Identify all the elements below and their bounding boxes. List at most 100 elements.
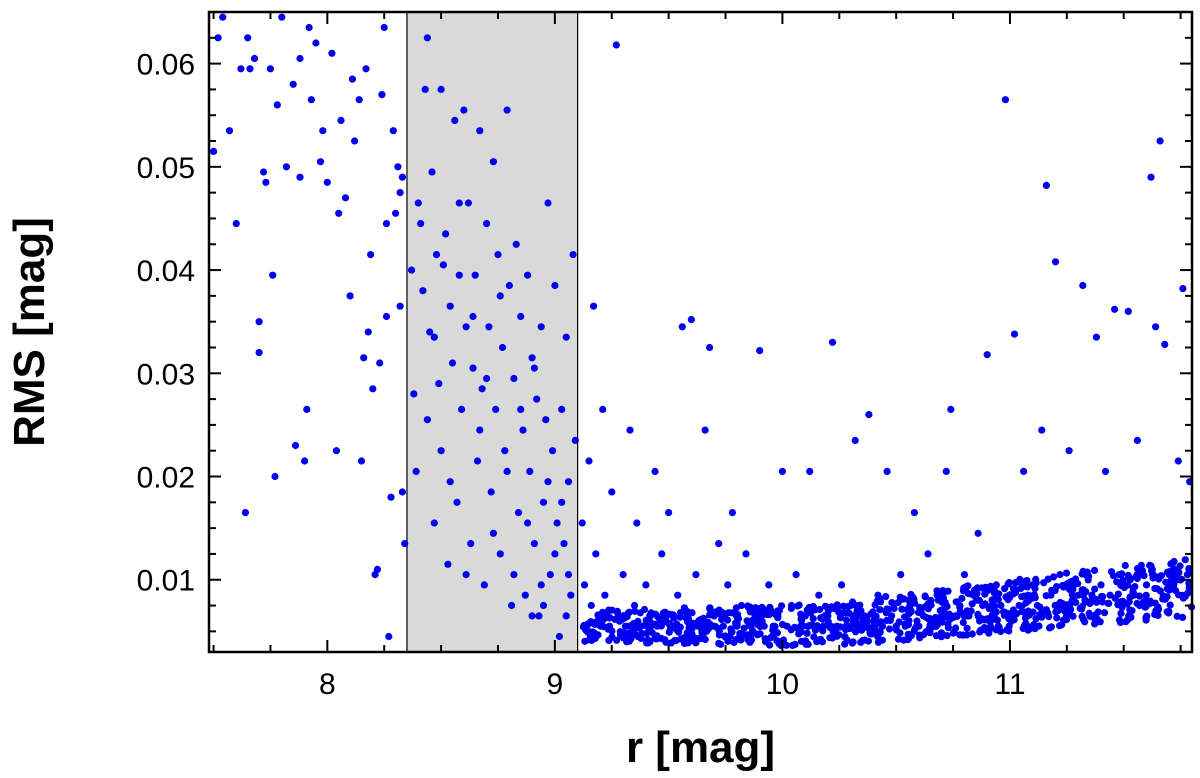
data-point [1032,615,1040,623]
data-point [1005,579,1013,587]
data-point [638,629,646,638]
data-point [328,49,336,57]
data-point [362,65,370,73]
data-point [848,639,857,647]
data-point [1151,584,1159,593]
data-point [877,598,885,606]
data-point [471,271,479,279]
data-point [392,209,400,217]
y-tick-label: 0.01 [137,565,195,598]
data-point [590,302,598,310]
data-point [1068,591,1076,599]
data-point [382,220,391,228]
x-axis-title: r [mag] [626,723,775,772]
data-point [1038,426,1046,434]
data-point [851,601,859,609]
data-point [747,636,756,644]
data-point [952,624,960,632]
data-point [376,359,384,367]
data-point [521,591,529,599]
data-point [674,591,682,599]
data-point [528,612,536,620]
data-point [564,478,573,486]
data-point [369,385,377,393]
data-point [419,287,427,295]
data-point [863,613,871,621]
data-point [1069,612,1077,620]
data-point [631,607,639,615]
data-point [1124,307,1132,315]
data-point [958,594,966,603]
data-point [657,634,665,643]
data-point [630,601,639,610]
data-point [1079,281,1087,290]
data-point [1069,596,1078,604]
data-point [1019,624,1027,633]
data-point [802,640,810,648]
data-point [348,75,356,83]
x-tick-label: 9 [547,668,564,701]
data-point [225,127,234,135]
data-point [1012,588,1020,597]
data-point [480,581,488,589]
data-point [694,622,702,630]
data-point [1092,611,1100,619]
data-point [492,405,500,413]
data-point [726,632,734,640]
data-point [232,220,240,228]
data-point [1119,576,1127,585]
data-point [303,405,311,413]
data-point [210,147,218,155]
data-point [378,91,386,99]
data-point [956,631,964,639]
data-point [732,604,741,612]
axis-tick-labels: 8 9 10 11 0.01 0.02 0.03 0.04 0.05 0.06 [137,49,1026,701]
data-point [1083,568,1091,576]
data-point [1046,624,1054,632]
data-point [524,519,532,527]
data-point [430,333,438,341]
data-point [448,359,457,367]
data-point [956,608,964,616]
data-point [426,328,434,336]
data-point [732,622,741,630]
data-point [514,508,523,517]
data-point [446,478,454,486]
data-point [782,641,791,649]
scatter-points [210,13,1196,650]
data-point [319,127,327,135]
data-point [942,467,950,475]
data-point [1001,585,1009,593]
data-point [677,635,685,643]
data-point [266,65,274,73]
data-point [1179,613,1187,622]
data-point [608,627,616,635]
data-point [676,613,684,621]
data-point [581,637,589,645]
data-point [882,593,890,601]
data-point [494,251,502,259]
data-point [462,571,470,579]
data-point [660,618,668,626]
data-point [706,605,714,613]
data-point [795,630,803,638]
data-point [364,328,372,336]
data-point [715,540,723,548]
data-point [469,312,477,321]
data-point [985,624,993,632]
data-point [1091,595,1099,603]
data-point [1032,575,1040,584]
data-point [421,85,429,93]
data-point [398,173,406,181]
data-point [1023,583,1031,591]
data-point [533,395,541,403]
data-point [752,612,760,621]
data-point [539,498,548,506]
data-point [530,364,539,372]
data-point [960,571,969,579]
data-point [885,625,894,633]
data-point [909,593,917,602]
data-point [1179,594,1187,602]
data-point [672,626,681,634]
data-point [997,601,1005,610]
